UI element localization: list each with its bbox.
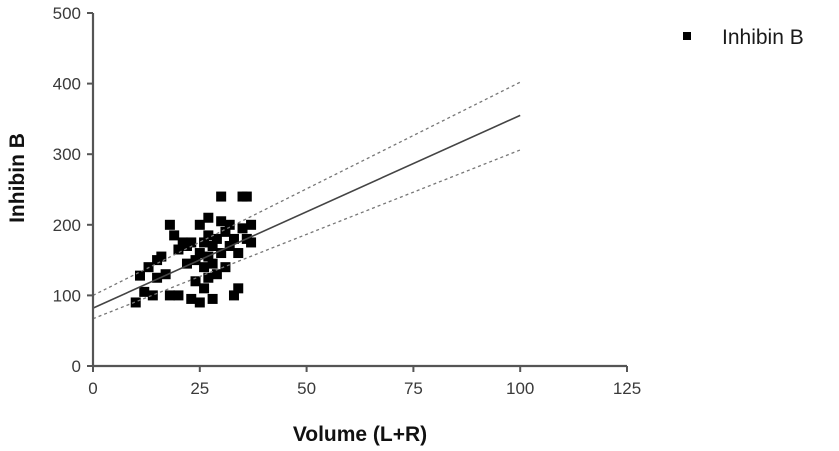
legend-marker-icon xyxy=(683,32,691,40)
x-tick-label: 50 xyxy=(297,379,316,398)
data-point xyxy=(216,191,227,202)
ci-lower-line xyxy=(92,149,521,320)
data-point xyxy=(207,258,218,269)
data-point xyxy=(194,219,205,230)
axes xyxy=(91,13,627,368)
legend-label: Inhibin B xyxy=(722,26,804,49)
x-tick-label: 0 xyxy=(88,379,97,398)
data-point xyxy=(173,290,184,301)
data-point xyxy=(199,262,210,273)
y-tick-label: 100 xyxy=(53,286,81,305)
data-point xyxy=(139,286,150,297)
data-point xyxy=(228,290,239,301)
data-point xyxy=(216,248,227,259)
data-point xyxy=(220,226,231,237)
data-point xyxy=(160,269,171,280)
y-tick-label: 400 xyxy=(53,75,81,94)
data-point xyxy=(216,216,227,227)
data-point xyxy=(152,272,163,283)
fit-line xyxy=(92,114,521,309)
y-tick-label: 300 xyxy=(53,145,81,164)
y-tick-label: 0 xyxy=(72,357,81,376)
data-point xyxy=(211,233,222,244)
x-tick-label: 100 xyxy=(506,379,534,398)
legend: Inhibin B xyxy=(683,26,804,49)
data-point xyxy=(147,290,158,301)
data-point xyxy=(246,237,257,248)
data-points xyxy=(130,191,257,308)
data-point xyxy=(194,297,205,308)
data-point xyxy=(134,270,145,281)
data-point xyxy=(173,244,184,255)
data-point xyxy=(190,276,201,287)
data-point xyxy=(199,283,210,294)
x-axis-title: Volume (L+R) xyxy=(293,423,427,446)
y-tick-label: 500 xyxy=(53,4,81,23)
data-point xyxy=(130,297,141,308)
data-point xyxy=(237,223,248,234)
data-point xyxy=(203,212,214,223)
data-point xyxy=(186,293,197,304)
data-point xyxy=(203,230,214,241)
y-axis-title: Inhibin B xyxy=(6,133,29,223)
data-point xyxy=(228,233,239,244)
data-point xyxy=(190,255,201,266)
regression-lines xyxy=(92,81,521,320)
data-point xyxy=(224,219,235,230)
y-axis-ticks: 0 100 200 300 400 500 xyxy=(53,4,93,376)
data-point xyxy=(246,219,257,230)
data-point xyxy=(186,237,197,248)
data-point xyxy=(194,248,205,259)
data-point xyxy=(199,237,210,248)
data-point xyxy=(203,272,214,283)
x-axis-ticks: 0 25 50 75 100 125 xyxy=(88,366,641,398)
x-tick-label: 125 xyxy=(613,379,641,398)
data-point xyxy=(211,269,222,280)
x-tick-label: 75 xyxy=(404,379,423,398)
ci-upper-line xyxy=(92,81,521,296)
data-point xyxy=(241,191,252,202)
data-point xyxy=(181,258,192,269)
data-point xyxy=(220,262,231,273)
data-point xyxy=(207,240,218,251)
data-point xyxy=(156,251,167,262)
data-point xyxy=(164,290,175,301)
data-point xyxy=(233,248,244,259)
x-tick-label: 25 xyxy=(190,379,209,398)
y-tick-label: 200 xyxy=(53,216,81,235)
data-point xyxy=(207,293,218,304)
data-point xyxy=(164,219,175,230)
data-point xyxy=(169,230,180,241)
data-point xyxy=(233,283,244,294)
